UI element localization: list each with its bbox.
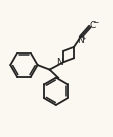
Text: +: + — [81, 36, 86, 41]
Text: C: C — [89, 21, 95, 30]
Text: −: − — [92, 18, 98, 27]
Text: N: N — [77, 36, 84, 45]
Text: N: N — [56, 58, 62, 67]
